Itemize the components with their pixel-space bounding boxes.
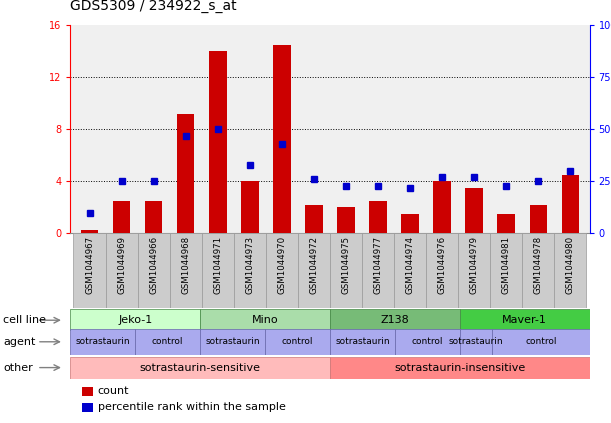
Text: GSM1044969: GSM1044969 (117, 236, 126, 294)
Text: Mino: Mino (252, 315, 279, 325)
Bar (490, 233, 522, 308)
Text: sotrastaurin: sotrastaurin (335, 337, 390, 346)
Text: GSM1044978: GSM1044978 (534, 236, 543, 294)
Bar (202, 233, 234, 308)
Text: GSM1044980: GSM1044980 (566, 236, 575, 294)
Text: cell line: cell line (3, 315, 46, 325)
Bar (369, 201, 387, 233)
Text: GSM1044977: GSM1044977 (373, 236, 382, 294)
Bar (113, 201, 130, 233)
Bar (265, 329, 330, 355)
Bar (145, 201, 163, 233)
Bar (554, 233, 587, 308)
Bar (426, 233, 458, 308)
Bar (241, 181, 258, 233)
Bar (458, 233, 490, 308)
Bar (394, 233, 426, 308)
Text: GSM1044979: GSM1044979 (470, 236, 478, 294)
Bar (73, 233, 106, 308)
Text: GSM1044967: GSM1044967 (85, 236, 94, 294)
Text: Maver-1: Maver-1 (502, 315, 547, 325)
Text: GSM1044973: GSM1044973 (245, 236, 254, 294)
Bar (337, 208, 355, 233)
Text: GSM1044976: GSM1044976 (437, 236, 447, 294)
Bar (497, 214, 515, 233)
Text: GDS5309 / 234922_s_at: GDS5309 / 234922_s_at (70, 0, 237, 13)
Bar (200, 329, 265, 355)
Text: GSM1044971: GSM1044971 (213, 236, 222, 294)
Text: GSM1044974: GSM1044974 (406, 236, 415, 294)
Bar (200, 309, 330, 331)
Text: control: control (152, 337, 183, 346)
Bar (530, 205, 547, 233)
Text: Jeko-1: Jeko-1 (118, 315, 152, 325)
Text: GSM1044970: GSM1044970 (277, 236, 287, 294)
Text: sotrastaurin: sotrastaurin (75, 337, 130, 346)
Bar (209, 52, 227, 233)
Bar (266, 233, 298, 308)
Bar (433, 181, 451, 233)
Text: GSM1044968: GSM1044968 (181, 236, 190, 294)
Text: sotrastaurin-insensitive: sotrastaurin-insensitive (394, 363, 525, 373)
Bar (234, 233, 266, 308)
Bar (273, 45, 291, 233)
Bar (135, 329, 200, 355)
Bar (460, 309, 590, 331)
Bar (395, 329, 459, 355)
Text: other: other (3, 363, 33, 373)
Text: control: control (282, 337, 313, 346)
Text: sotrastaurin-sensitive: sotrastaurin-sensitive (139, 363, 261, 373)
Bar (522, 233, 554, 308)
Text: percentile rank within the sample: percentile rank within the sample (98, 402, 285, 412)
Bar (330, 329, 395, 355)
Text: GSM1044975: GSM1044975 (342, 236, 351, 294)
Bar (492, 329, 590, 355)
Bar (466, 188, 483, 233)
Text: agent: agent (3, 337, 35, 347)
Bar (305, 205, 323, 233)
Bar (170, 233, 202, 308)
Bar (401, 214, 419, 233)
Text: control: control (525, 337, 557, 346)
Bar (330, 357, 590, 379)
Text: sotrastaurin: sotrastaurin (205, 337, 260, 346)
Bar (362, 233, 394, 308)
Text: GSM1044966: GSM1044966 (149, 236, 158, 294)
Bar (298, 233, 330, 308)
Bar (70, 309, 200, 331)
Text: sotrastaurin: sotrastaurin (448, 337, 503, 346)
Bar (137, 233, 170, 308)
Bar (460, 329, 492, 355)
Text: control: control (412, 337, 443, 346)
Text: count: count (98, 386, 130, 396)
Bar (81, 230, 98, 233)
Text: GSM1044981: GSM1044981 (502, 236, 511, 294)
Text: Z138: Z138 (381, 315, 409, 325)
Bar (562, 175, 579, 233)
Bar (177, 114, 194, 233)
Bar (330, 233, 362, 308)
Bar (106, 233, 137, 308)
Bar (330, 309, 460, 331)
Bar (70, 329, 135, 355)
Text: GSM1044972: GSM1044972 (309, 236, 318, 294)
Bar (70, 357, 330, 379)
